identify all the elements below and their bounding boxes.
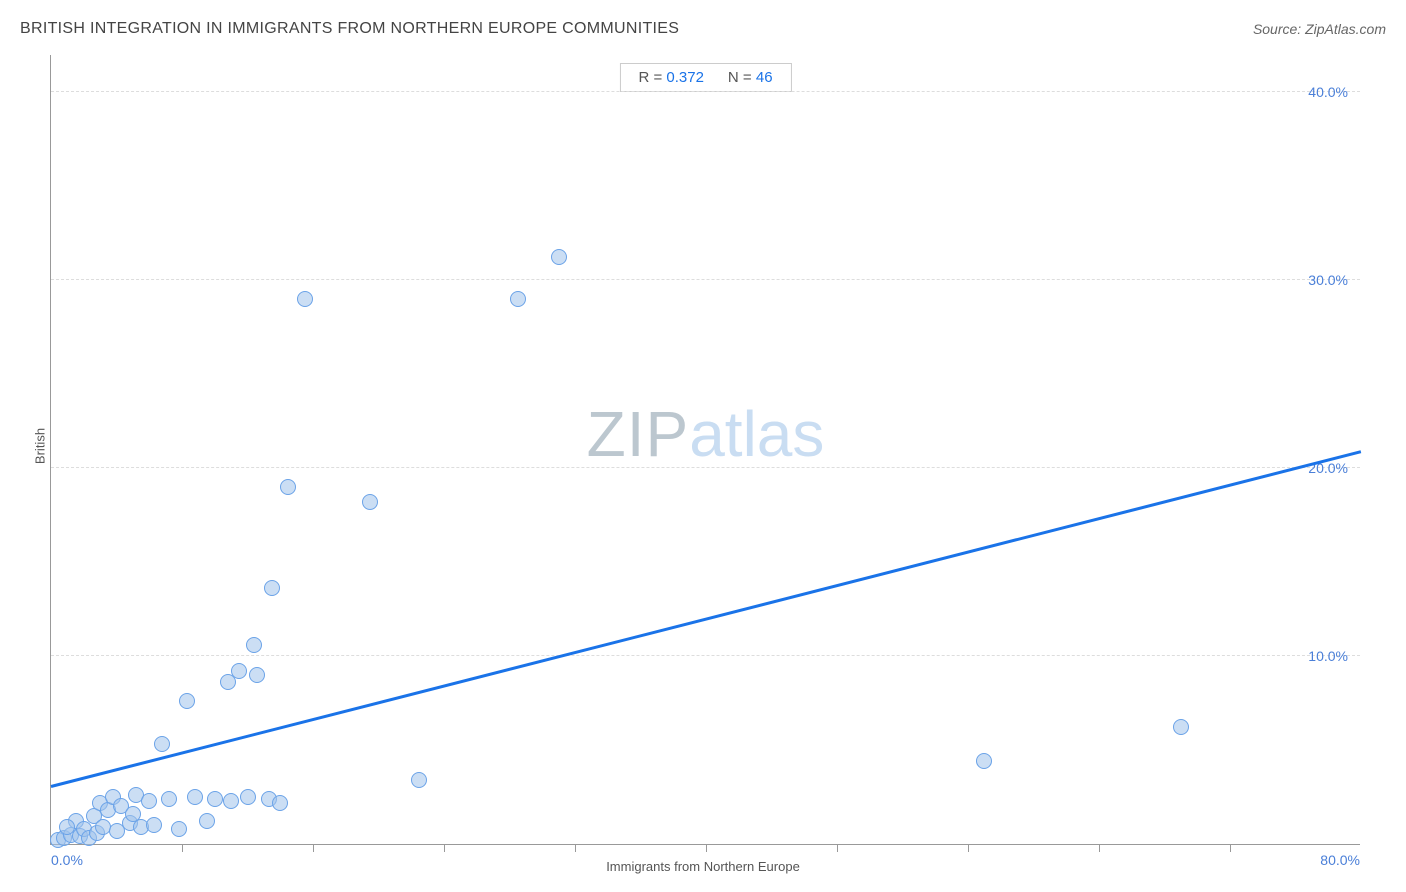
data-point (249, 667, 265, 683)
x-tick (1230, 844, 1231, 852)
data-point (510, 291, 526, 307)
x-tick (968, 844, 969, 852)
trend-line (51, 450, 1362, 788)
data-point (146, 817, 162, 833)
data-point (272, 795, 288, 811)
data-point (231, 663, 247, 679)
data-point (125, 806, 141, 822)
y-axis-label: British (33, 428, 48, 464)
data-point (207, 791, 223, 807)
x-tick (313, 844, 314, 852)
x-origin-label: 0.0% (51, 852, 83, 868)
x-tick (444, 844, 445, 852)
y-tick-label: 40.0% (1308, 84, 1348, 100)
stat-n: N = 46 (728, 69, 773, 86)
chart-source: Source: ZipAtlas.com (1253, 21, 1386, 37)
stats-box: R = 0.372 N = 46 (619, 63, 791, 92)
y-tick-label: 30.0% (1308, 272, 1348, 288)
x-tick (575, 844, 576, 852)
gridline (51, 91, 1360, 92)
data-point (223, 793, 239, 809)
data-point (154, 736, 170, 752)
data-point (141, 793, 157, 809)
x-tick (182, 844, 183, 852)
data-point (161, 791, 177, 807)
data-point (179, 693, 195, 709)
data-point (240, 789, 256, 805)
gridline (51, 467, 1360, 468)
data-point (280, 479, 296, 495)
gridline (51, 279, 1360, 280)
x-tick (837, 844, 838, 852)
chart-header: BRITISH INTEGRATION IN IMMIGRANTS FROM N… (20, 20, 1386, 38)
gridline (51, 655, 1360, 656)
data-point (297, 291, 313, 307)
x-max-label: 80.0% (1320, 852, 1360, 868)
x-axis-label: Immigrants from Northern Europe (606, 859, 800, 874)
chart-title: BRITISH INTEGRATION IN IMMIGRANTS FROM N… (20, 20, 679, 38)
x-tick (706, 844, 707, 852)
data-point (551, 249, 567, 265)
y-tick-label: 10.0% (1308, 648, 1348, 664)
data-point (187, 789, 203, 805)
data-point (976, 753, 992, 769)
data-point (59, 819, 75, 835)
data-point (1173, 719, 1189, 735)
watermark: ZIPatlas (587, 397, 825, 471)
data-point (199, 813, 215, 829)
scatter-plot-area: R = 0.372 N = 46 ZIPatlas 10.0%20.0%30.0… (50, 55, 1360, 845)
data-point (171, 821, 187, 837)
x-tick (1099, 844, 1100, 852)
data-point (411, 772, 427, 788)
stat-r: R = 0.372 (638, 69, 703, 86)
data-point (246, 637, 262, 653)
data-point (362, 494, 378, 510)
data-point (264, 580, 280, 596)
